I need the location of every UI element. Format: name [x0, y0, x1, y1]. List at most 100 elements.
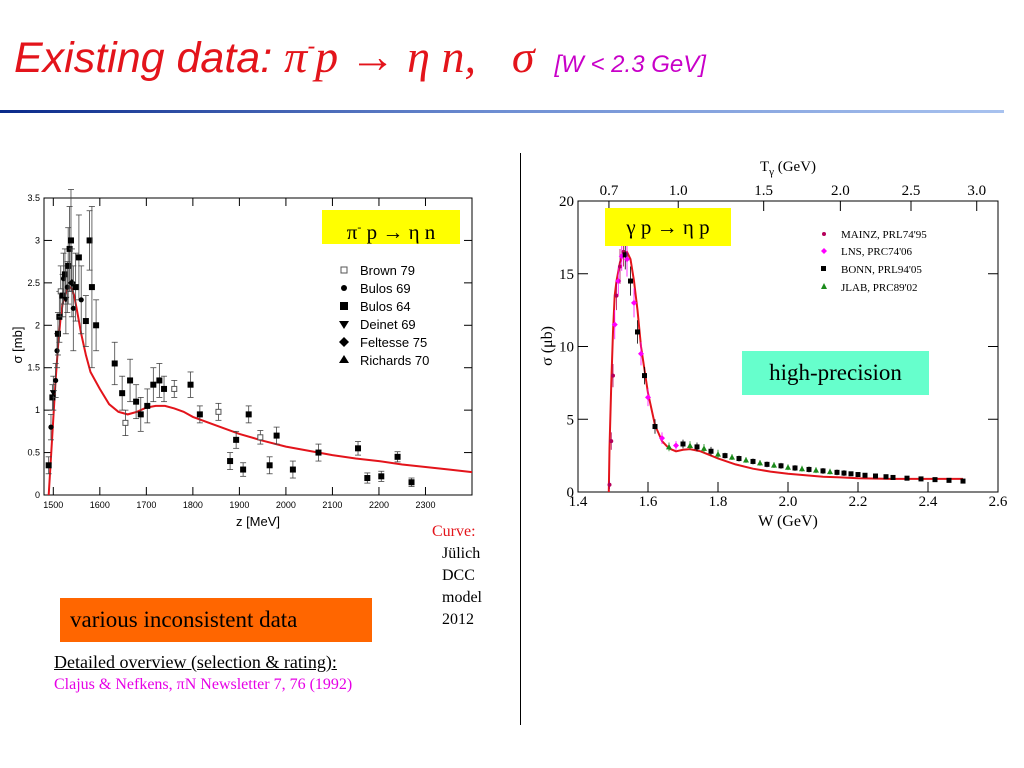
left-legend: Brown 79 Bulos 69 Bulos 64 Deinet 69 Fel… — [339, 263, 429, 368]
right-y-tick-label: 0 — [567, 485, 575, 501]
right-data-point — [736, 455, 742, 462]
left-data-point — [70, 265, 77, 352]
left-y-tick-label: 2.5 — [27, 278, 40, 288]
right-data-point — [834, 469, 840, 476]
left-data-point — [408, 477, 415, 487]
left-y-tick-label: 1.5 — [27, 363, 40, 373]
right-data-point — [792, 465, 798, 471]
left-x-tick-label: 2000 — [276, 500, 296, 510]
left-y-tick-label: 3 — [35, 235, 40, 245]
right-data-point — [757, 459, 763, 466]
left-data-point — [215, 402, 222, 421]
left-axis-ticks — [44, 197, 472, 496]
inconsistent-data-badge: various inconsistent data — [60, 598, 372, 642]
legend-label-jlab: JLAB, PRC89'02 — [841, 282, 918, 294]
title-pi-charge: - — [307, 33, 316, 60]
legend-marker-mainz — [822, 232, 826, 236]
right-y-axis-label: σ (μb) — [539, 326, 556, 366]
right-data-point — [729, 454, 735, 460]
right-x-tick-label: 2.0 — [779, 494, 798, 510]
right-data-point — [743, 456, 749, 463]
curve-note-line2: DCC — [442, 567, 475, 584]
right-data-point — [638, 342, 644, 366]
left-data-point — [127, 358, 134, 403]
right-top-tick-label: 3.0 — [967, 183, 986, 199]
right-x-tick-label: 1.8 — [709, 494, 728, 510]
right-data-point — [855, 472, 861, 478]
right-data-point — [635, 320, 640, 344]
curve-note-line1: Jülich — [442, 545, 481, 562]
right-data-point — [799, 465, 805, 472]
legend-marker-triangle-down — [339, 321, 349, 329]
left-data-point — [245, 405, 252, 424]
left-data-point — [82, 295, 89, 347]
left-y-tick-labels: 0 0.5 1 1.5 2 2.5 3 3.5 — [27, 193, 40, 500]
curve-note-line3: model — [442, 589, 482, 606]
right-data-point — [659, 432, 665, 444]
right-data-point — [680, 439, 686, 449]
left-x-axis-label: z [MeV] — [236, 514, 280, 529]
left-data-points — [45, 189, 415, 487]
pi-minus-eta-n-chart: 0 0.5 1 1.5 2 2.5 3 3.5 1500 1600 1700 1800 1900 200… — [10, 189, 473, 529]
right-data-point — [918, 476, 924, 482]
curve-note: Curve: Jülich DCC model 2012 — [432, 521, 512, 631]
left-data-point — [233, 430, 240, 449]
left-x-tick-label: 1500 — [43, 500, 63, 510]
right-top-tick-labels: 0.7 1.0 1.5 2.0 2.5 3.0 — [600, 183, 987, 199]
left-data-point — [171, 380, 178, 398]
legend-marker-jlab — [821, 283, 827, 289]
right-data-point — [645, 388, 651, 407]
high-precision-badge: high-precision — [742, 351, 929, 395]
left-x-tick-label: 2100 — [322, 500, 342, 510]
legend-label-brown79: Brown 79 — [360, 263, 415, 278]
left-reaction-rest: p → η n — [361, 220, 436, 244]
right-y-tick-label: 20 — [559, 194, 574, 210]
left-x-tick-label: 2200 — [369, 500, 389, 510]
left-y-tick-label: 0 — [35, 490, 40, 500]
right-y-tick-label: 5 — [567, 412, 575, 428]
left-data-point — [289, 460, 296, 479]
left-data-point — [47, 413, 54, 441]
left-data-point — [52, 363, 59, 398]
right-data-point — [708, 446, 714, 456]
left-data-point — [315, 443, 322, 462]
legend-marker-circle — [341, 285, 347, 291]
legend-marker-square — [340, 302, 348, 310]
right-data-point — [715, 449, 721, 459]
left-x-tick-label: 1800 — [183, 500, 203, 510]
right-x-tick-label: 2.6 — [989, 494, 1008, 510]
right-data-point — [631, 288, 637, 318]
left-data-point — [88, 206, 95, 369]
right-data-points — [607, 237, 966, 490]
left-data-point — [119, 375, 126, 411]
right-data-point — [873, 473, 878, 479]
right-data-point — [666, 442, 672, 452]
left-data-point — [67, 248, 76, 318]
legend-label-feltesse75: Feltesse 75 — [360, 335, 427, 350]
legend-label-bulos69: Bulos 69 — [360, 281, 411, 296]
legend-marker-triangle-up — [339, 355, 349, 363]
legend-marker-open-square — [340, 266, 348, 274]
right-x-axis-label: W (GeV) — [758, 513, 818, 530]
right-data-point — [862, 472, 868, 478]
right-reaction-label: γ p → η p — [605, 208, 731, 246]
left-data-point — [150, 367, 157, 403]
legend-label-mainz: MAINZ, PRL74'95 — [841, 229, 927, 241]
right-data-point — [904, 475, 910, 481]
left-reaction-charge: - — [357, 220, 362, 234]
right-x-tick-labels: 1.4 1.6 1.8 2.0 2.2 2.4 2.6 — [569, 494, 1008, 510]
right-data-point — [642, 366, 647, 385]
legend-marker-bonn — [821, 266, 826, 271]
right-data-point — [652, 419, 658, 434]
left-data-point — [133, 384, 140, 420]
left-data-point — [122, 409, 129, 437]
right-legend: MAINZ, PRL74'95 LNS, PRC74'06 BONN, PRL9… — [821, 229, 927, 294]
right-data-point — [932, 477, 938, 483]
right-data-point — [607, 480, 612, 490]
left-data-point — [93, 299, 100, 352]
left-data-point — [45, 456, 52, 475]
right-data-point — [628, 266, 633, 296]
legend-label-bulos64: Bulos 64 — [360, 299, 411, 314]
left-data-point — [257, 430, 264, 445]
left-y-tick-label: 0.5 — [27, 448, 40, 458]
